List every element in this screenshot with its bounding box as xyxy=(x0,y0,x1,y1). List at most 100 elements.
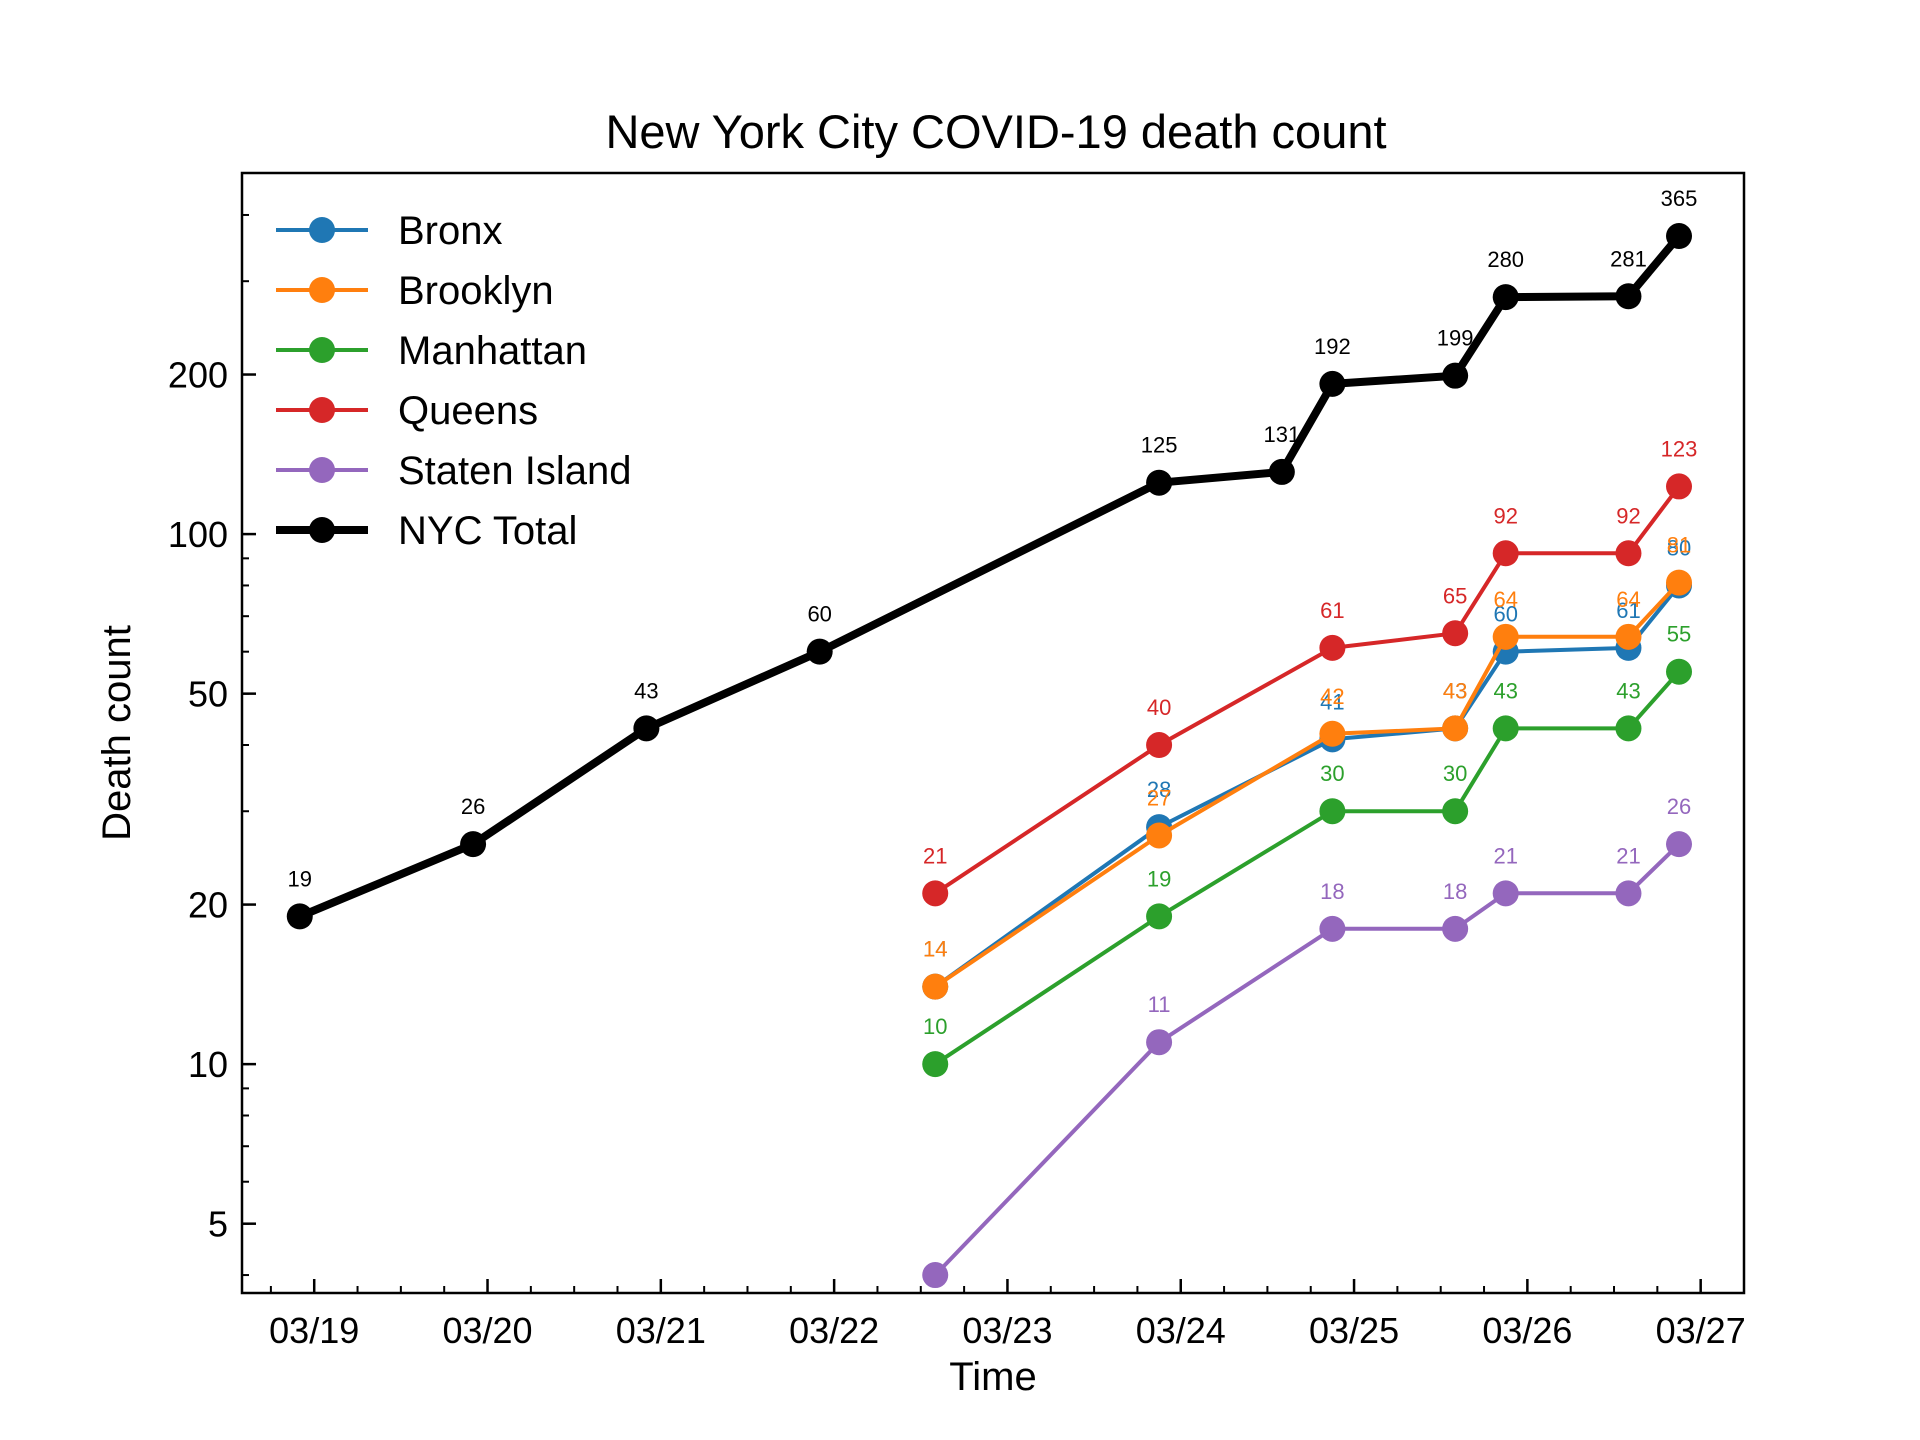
data-point xyxy=(1146,822,1173,849)
data-label: 40 xyxy=(1147,695,1171,720)
data-label: 80 xyxy=(1667,535,1691,560)
legend-marker xyxy=(309,397,335,423)
legend-marker xyxy=(309,277,335,303)
data-point xyxy=(1492,540,1519,567)
legend-item: Staten Island xyxy=(276,449,632,493)
legend-item: Bronx xyxy=(276,209,503,253)
x-tick-label: 03/27 xyxy=(1656,1310,1746,1351)
y-tick-label: 50 xyxy=(188,674,228,715)
data-label: 21 xyxy=(923,843,947,868)
data-label: 21 xyxy=(1616,843,1640,868)
y-tick-label: 5 xyxy=(208,1204,228,1245)
data-label: 64 xyxy=(1493,587,1517,612)
data-point xyxy=(1442,798,1469,825)
data-point xyxy=(1492,880,1519,907)
data-point xyxy=(1615,715,1642,742)
y-tick-label: 20 xyxy=(188,885,228,926)
legend-marker xyxy=(309,517,335,543)
data-point xyxy=(1492,623,1519,650)
data-label: 26 xyxy=(461,794,485,819)
data-point xyxy=(1442,362,1469,389)
data-label: 11 xyxy=(1148,992,1171,1017)
data-label: 18 xyxy=(1443,879,1467,904)
legend-label: NYC Total xyxy=(398,509,577,553)
data-label: 61 xyxy=(1320,598,1344,623)
data-label: 280 xyxy=(1487,247,1524,272)
x-axis-label: Time xyxy=(949,1355,1036,1399)
data-label: 10 xyxy=(923,1014,947,1039)
data-point xyxy=(922,973,949,1000)
legend-marker xyxy=(309,217,335,243)
y-tick-label: 200 xyxy=(168,355,228,396)
data-label: 43 xyxy=(1443,678,1467,703)
data-label: 14 xyxy=(923,937,947,962)
data-label: 92 xyxy=(1616,503,1640,528)
x-tick-label: 03/24 xyxy=(1136,1310,1226,1351)
data-point xyxy=(1319,798,1346,825)
data-label: 28 xyxy=(1147,777,1171,802)
data-point xyxy=(1615,283,1642,310)
data-label: 55 xyxy=(1667,622,1691,647)
chart-title: New York City COVID-19 death count xyxy=(605,105,1386,158)
data-point xyxy=(1319,370,1346,397)
legend-item: NYC Total xyxy=(276,509,577,553)
data-label: 60 xyxy=(1493,602,1517,627)
plot-series xyxy=(286,223,1693,1289)
data-label: 65 xyxy=(1443,583,1467,608)
legend-item: Queens xyxy=(276,389,538,433)
series-staten-island xyxy=(922,831,1693,1289)
x-tick-label: 03/26 xyxy=(1482,1310,1572,1351)
data-label: 43 xyxy=(1493,678,1517,703)
y-tick-label: 10 xyxy=(188,1044,228,1085)
plot-frame xyxy=(240,171,1746,1295)
data-point xyxy=(1146,732,1173,759)
legend-label: Staten Island xyxy=(398,449,632,493)
data-point xyxy=(1666,831,1693,858)
data-label: 41 xyxy=(1320,689,1344,714)
x-tick-label: 03/21 xyxy=(616,1310,706,1351)
data-label: 43 xyxy=(1616,678,1640,703)
data-label: 30 xyxy=(1443,761,1467,786)
data-label: 43 xyxy=(634,678,658,703)
data-point xyxy=(1319,720,1346,747)
legend-label: Bronx xyxy=(398,209,503,253)
x-tick-label: 03/22 xyxy=(789,1310,879,1351)
data-point xyxy=(1146,903,1173,930)
data-label: 131 xyxy=(1263,422,1300,447)
legend-item: Brooklyn xyxy=(276,269,554,313)
data-point xyxy=(1146,469,1173,496)
data-label: 14 xyxy=(923,937,947,962)
data-label: 60 xyxy=(807,602,831,627)
data-point xyxy=(806,638,833,665)
legend-item: Manhattan xyxy=(276,329,587,373)
legend-marker xyxy=(309,457,335,483)
data-label: 42 xyxy=(1320,684,1344,709)
y-tick-label: 100 xyxy=(168,514,228,555)
data-label: 92 xyxy=(1493,503,1517,528)
data-point xyxy=(1666,473,1693,500)
data-point xyxy=(1492,284,1519,311)
data-point xyxy=(1146,1029,1173,1056)
data-label: 64 xyxy=(1616,587,1640,612)
data-point xyxy=(633,715,660,742)
data-label: 27 xyxy=(1147,785,1171,810)
data-point xyxy=(286,903,313,930)
legend-label: Brooklyn xyxy=(398,269,554,313)
data-label: 61 xyxy=(1616,598,1640,623)
data-label: 26 xyxy=(1667,794,1691,819)
series-line xyxy=(934,581,1681,989)
data-point xyxy=(1615,880,1642,907)
series-line xyxy=(934,584,1681,989)
data-label: 192 xyxy=(1314,334,1351,359)
data-point xyxy=(1442,620,1469,647)
data-point xyxy=(1442,715,1469,742)
data-label: 281 xyxy=(1610,246,1647,271)
legend-marker xyxy=(309,337,335,363)
data-point xyxy=(1442,915,1469,942)
series-line xyxy=(934,670,1681,1066)
data-label: 365 xyxy=(1661,186,1698,211)
x-tick-label: 03/23 xyxy=(962,1310,1052,1351)
series-nyc-total xyxy=(286,223,1693,930)
data-label: 30 xyxy=(1320,761,1344,786)
